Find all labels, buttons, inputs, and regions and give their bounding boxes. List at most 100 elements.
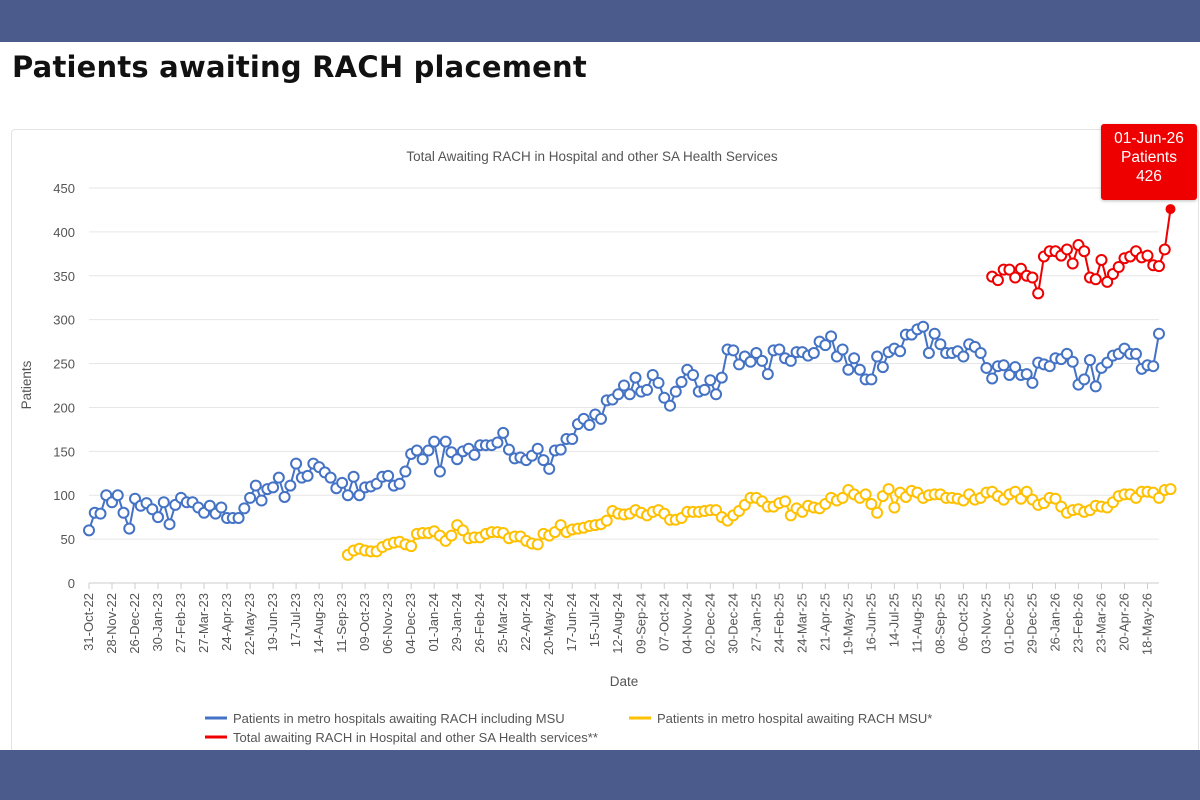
data-point[interactable] bbox=[1066, 257, 1079, 270]
data-point[interactable] bbox=[531, 442, 544, 455]
data-point[interactable] bbox=[1158, 243, 1171, 256]
data-point[interactable] bbox=[1043, 360, 1056, 373]
data-point[interactable] bbox=[922, 347, 935, 360]
data-point[interactable] bbox=[848, 352, 861, 365]
data-point[interactable] bbox=[301, 469, 314, 482]
data-point[interactable] bbox=[917, 320, 930, 333]
data-point[interactable] bbox=[1164, 483, 1177, 496]
data-point[interactable] bbox=[1101, 275, 1114, 288]
data-point[interactable] bbox=[859, 488, 872, 501]
data-point[interactable] bbox=[1165, 204, 1176, 215]
data-point[interactable] bbox=[422, 444, 435, 457]
data-point[interactable] bbox=[882, 483, 895, 496]
data-point[interactable] bbox=[272, 471, 285, 484]
data-point[interactable] bbox=[1032, 287, 1045, 300]
data-point[interactable] bbox=[761, 368, 774, 381]
data-point[interactable] bbox=[111, 489, 124, 502]
data-point[interactable] bbox=[623, 388, 636, 401]
data-point[interactable] bbox=[497, 426, 510, 439]
data-point[interactable] bbox=[894, 345, 907, 358]
data-point[interactable] bbox=[675, 375, 688, 388]
data-point[interactable] bbox=[1083, 354, 1096, 367]
data-point[interactable] bbox=[249, 479, 262, 492]
data-point[interactable] bbox=[991, 274, 1004, 287]
data-point[interactable] bbox=[1078, 245, 1091, 258]
data-point[interactable] bbox=[1026, 376, 1039, 389]
data-point[interactable] bbox=[997, 359, 1010, 372]
data-point[interactable] bbox=[646, 368, 659, 381]
data-point[interactable] bbox=[836, 343, 849, 356]
data-point[interactable] bbox=[1153, 260, 1165, 273]
data-point[interactable] bbox=[853, 363, 866, 376]
data-point[interactable] bbox=[399, 465, 412, 478]
data-point[interactable] bbox=[336, 476, 349, 489]
legend-item-metro[interactable]: Patients in metro hospitals awaiting RAC… bbox=[205, 711, 565, 726]
data-point[interactable] bbox=[784, 354, 797, 367]
data-point[interactable] bbox=[439, 435, 452, 448]
data-point[interactable] bbox=[382, 469, 395, 482]
data-point[interactable] bbox=[1147, 360, 1160, 373]
data-point[interactable] bbox=[698, 383, 711, 396]
data-point[interactable] bbox=[1129, 347, 1142, 360]
data-point[interactable] bbox=[779, 495, 792, 508]
data-point[interactable] bbox=[594, 412, 607, 425]
data-point[interactable] bbox=[715, 371, 728, 384]
data-point[interactable] bbox=[773, 343, 786, 356]
data-point[interactable] bbox=[974, 347, 987, 360]
data-point[interactable] bbox=[807, 347, 820, 360]
data-point[interactable] bbox=[152, 511, 165, 524]
data-point[interactable] bbox=[836, 491, 849, 504]
data-point[interactable] bbox=[629, 371, 642, 384]
legend-item-total[interactable]: Total awaiting RACH in Hospital and othe… bbox=[205, 730, 598, 745]
data-point[interactable] bbox=[543, 462, 556, 475]
data-point[interactable] bbox=[1078, 373, 1091, 386]
data-point[interactable] bbox=[664, 399, 677, 412]
data-point[interactable] bbox=[1049, 492, 1062, 505]
data-point[interactable] bbox=[1009, 271, 1022, 284]
data-point[interactable] bbox=[554, 443, 567, 456]
data-point[interactable] bbox=[157, 496, 170, 509]
data-point[interactable] bbox=[1060, 243, 1073, 256]
data-point[interactable] bbox=[502, 443, 515, 456]
data-point[interactable] bbox=[888, 501, 901, 514]
data-point[interactable] bbox=[491, 436, 504, 449]
data-point[interactable] bbox=[531, 538, 544, 551]
data-point[interactable] bbox=[756, 354, 769, 367]
data-point[interactable] bbox=[842, 363, 855, 376]
data-point[interactable] bbox=[618, 379, 630, 392]
data-point[interactable] bbox=[451, 453, 464, 466]
data-point[interactable] bbox=[537, 454, 550, 467]
data-point[interactable] bbox=[934, 338, 947, 351]
data-point[interactable] bbox=[117, 506, 130, 519]
data-point[interactable] bbox=[669, 385, 682, 398]
data-point[interactable] bbox=[341, 489, 354, 502]
data-point[interactable] bbox=[928, 327, 941, 340]
data-point[interactable] bbox=[710, 388, 723, 401]
data-point[interactable] bbox=[163, 518, 176, 531]
data-point[interactable] bbox=[1112, 261, 1125, 273]
data-point[interactable] bbox=[146, 503, 159, 516]
data-point[interactable] bbox=[1020, 368, 1033, 381]
data-point[interactable] bbox=[865, 498, 878, 510]
data-point[interactable] bbox=[347, 470, 360, 483]
data-point[interactable] bbox=[468, 448, 481, 461]
data-point[interactable] bbox=[600, 514, 613, 527]
data-point[interactable] bbox=[284, 479, 297, 492]
data-point[interactable] bbox=[232, 512, 245, 525]
data-point[interactable] bbox=[1060, 347, 1073, 360]
data-point[interactable] bbox=[876, 361, 889, 374]
data-point[interactable] bbox=[865, 373, 878, 386]
data-point[interactable] bbox=[244, 491, 257, 504]
data-point[interactable] bbox=[871, 350, 884, 363]
data-point[interactable] bbox=[1003, 368, 1016, 381]
data-point[interactable] bbox=[1095, 253, 1108, 266]
data-point[interactable] bbox=[1003, 263, 1016, 276]
data-point[interactable] bbox=[704, 374, 717, 387]
data-point[interactable] bbox=[1026, 271, 1039, 284]
data-point[interactable] bbox=[456, 524, 469, 537]
data-point[interactable] bbox=[278, 490, 291, 503]
data-point[interactable] bbox=[1089, 380, 1102, 393]
data-point[interactable] bbox=[83, 524, 95, 537]
data-point[interactable] bbox=[612, 388, 625, 401]
data-point[interactable] bbox=[980, 361, 993, 374]
